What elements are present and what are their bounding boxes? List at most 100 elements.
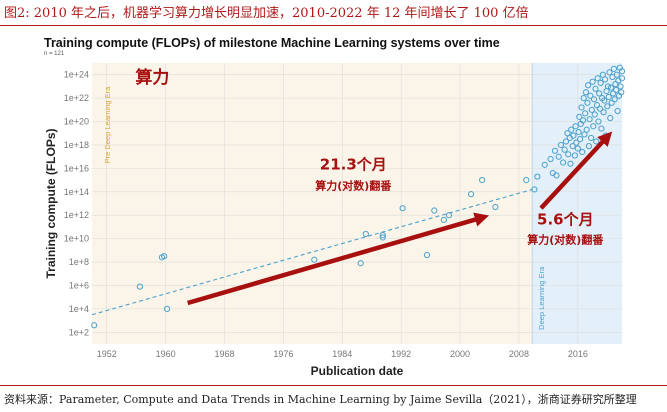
data-point	[492, 203, 499, 211]
data-point	[575, 128, 582, 136]
data-point	[578, 104, 585, 111]
y-tick-label: 1e+22	[64, 93, 89, 103]
y-tick-label: 1e+12	[64, 210, 89, 220]
data-point	[576, 113, 583, 120]
data-point	[565, 151, 572, 158]
data-point	[618, 89, 625, 96]
data-point	[596, 105, 604, 112]
data-point	[605, 93, 612, 101]
data-point	[534, 173, 541, 180]
data-point	[607, 84, 615, 91]
chart-title: Training compute (FLOPs) of milestone Ma…	[44, 36, 500, 50]
chart-subtitle: n = 121	[44, 51, 65, 57]
data-point	[611, 96, 618, 103]
x-tick-label: 2016	[568, 349, 588, 359]
data-point	[572, 123, 579, 130]
x-tick-label: 1952	[97, 349, 117, 359]
data-point	[571, 152, 578, 159]
data-point	[431, 207, 438, 214]
data-point	[570, 132, 577, 139]
pre-rate-label: 21.3个月	[320, 156, 387, 174]
data-point	[613, 71, 620, 78]
data-point	[568, 126, 575, 133]
trend-line	[91, 188, 533, 316]
source-divider	[0, 385, 667, 386]
data-point	[601, 76, 609, 83]
annotation-title: 算力	[134, 67, 169, 88]
data-point	[582, 89, 590, 96]
deep-rate-sublabel: 算力(对数)翻番	[526, 232, 604, 246]
y-tick-label: 1e+14	[64, 187, 89, 197]
y-tick-label: 1e+2	[69, 327, 89, 337]
data-point	[618, 68, 626, 75]
data-point	[423, 251, 431, 259]
x-tick-label: 2008	[509, 349, 529, 359]
data-point	[597, 79, 604, 87]
deep-era-label: Deep Learning Era	[537, 266, 546, 330]
data-point	[579, 148, 586, 156]
growth-arrow-1	[539, 131, 613, 210]
data-point	[579, 117, 587, 124]
data-point	[136, 283, 143, 290]
data-point	[592, 85, 599, 92]
data-point	[588, 106, 595, 113]
data-point	[595, 118, 602, 125]
data-point	[379, 232, 386, 239]
data-point	[598, 125, 605, 132]
data-point	[379, 234, 386, 241]
data-point	[596, 90, 603, 97]
data-point	[445, 212, 453, 219]
data-point	[607, 114, 614, 122]
data-point	[467, 191, 475, 198]
x-axis-label: Publication date	[311, 364, 404, 378]
data-point	[91, 322, 98, 329]
data-point	[574, 145, 581, 152]
data-point	[573, 139, 580, 146]
data-point	[561, 146, 568, 153]
caption-divider	[0, 25, 667, 26]
pre-era-label: Pre Deep Learning Era	[103, 86, 112, 164]
data-point	[163, 305, 171, 312]
data-point	[569, 143, 576, 150]
y-tick-label: 1e+16	[64, 163, 89, 173]
data-point	[617, 83, 624, 90]
y-tick-label: 1e+4	[69, 304, 89, 314]
data-point	[161, 253, 168, 260]
data-point	[557, 141, 565, 149]
data-point	[590, 123, 597, 130]
data-point	[357, 260, 364, 267]
data-point	[613, 86, 620, 94]
data-point	[580, 95, 587, 102]
y-tick-label: 1e+8	[69, 257, 89, 267]
data-point	[604, 103, 611, 110]
data-point	[311, 256, 318, 263]
data-point	[585, 82, 592, 89]
data-point	[553, 172, 560, 179]
pre-rate-sublabel: 算力(对数)翻番	[314, 178, 392, 192]
data-point	[547, 155, 554, 163]
data-point	[583, 126, 590, 133]
data-point	[576, 136, 584, 143]
y-axis-label: Training compute (FLOPs)	[44, 128, 58, 278]
data-point	[584, 99, 591, 106]
data-point	[567, 160, 574, 167]
data-point	[562, 138, 570, 145]
y-tick-label: 1e+20	[64, 117, 89, 127]
x-tick-label: 1968	[214, 349, 234, 359]
figure-caption: 图2: 2010 年之后，机器学习算力增长明显加速，2010-2022 年 12…	[4, 6, 529, 21]
data-point	[614, 107, 621, 115]
data-point	[589, 78, 596, 85]
x-tick-label: 1960	[156, 349, 176, 359]
x-tick-label: 1976	[273, 349, 293, 359]
x-tick-label: 1984	[332, 349, 352, 359]
deep-rate-label: 5.6个月	[537, 211, 594, 229]
y-tick-label: 1e+24	[64, 70, 89, 80]
y-tick-label: 1e+18	[64, 140, 89, 150]
data-point	[541, 161, 548, 168]
chart-plot: 1e+24 1e+22 1e+20 1e+18 1e+16 1e+14 1e+12 1e+10…	[44, 63, 626, 378]
x-tick-label: 1992	[391, 349, 411, 359]
x-tick-label: 2000	[450, 349, 470, 359]
data-point	[606, 69, 613, 76]
source-note: 资料来源：Parameter, Compute and Data Trends …	[4, 393, 637, 406]
data-point	[586, 116, 593, 123]
